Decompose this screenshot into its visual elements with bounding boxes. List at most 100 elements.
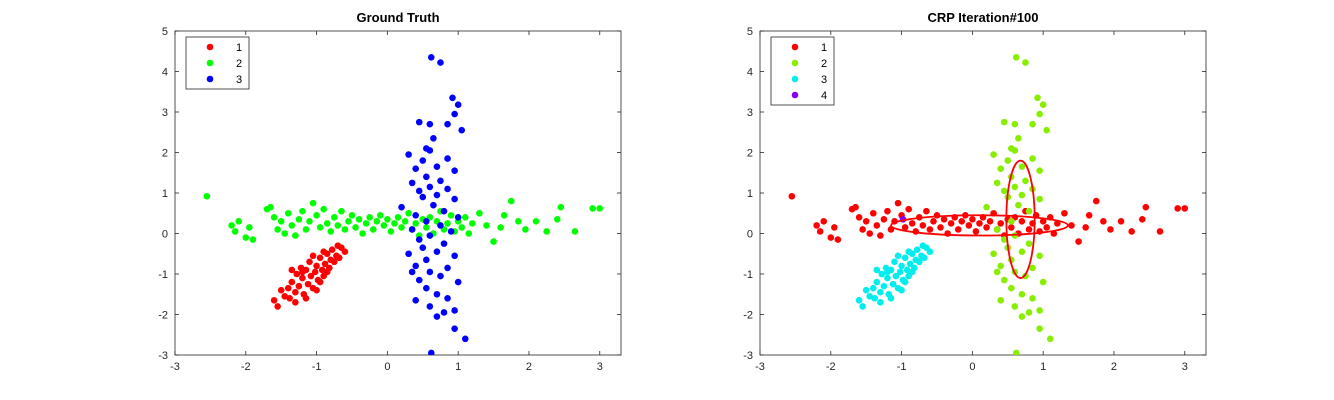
data-point-series-2 [1011, 147, 1019, 154]
data-point-series-3 [906, 260, 914, 268]
data-point-series-3 [398, 203, 405, 211]
x-tick-label: 1 [1040, 361, 1046, 373]
data-point-series-1 [852, 203, 859, 211]
data-point-series-3 [437, 272, 444, 280]
data-point-series-1 [1092, 197, 1100, 205]
data-point-series-1 [834, 236, 842, 243]
data-point-series-3 [451, 307, 458, 314]
data-point-series-3 [444, 120, 451, 128]
data-point-series-2 [1029, 120, 1036, 128]
data-point-series-2 [1025, 207, 1033, 215]
data-point-series-2 [412, 220, 419, 227]
data-point-series-1 [972, 228, 980, 235]
data-point-series-2 [997, 165, 1004, 172]
chart-ground-truth: Ground Truth -3 -2 -1 0 1 2 3 -3 -2 -1 0 1 2 3 4 5 1 2 3 [158, 10, 622, 373]
data-point-series-1 [311, 268, 319, 276]
data-point-series-3 [896, 268, 904, 276]
data-point-series-3 [908, 268, 916, 276]
data-point-series-2 [341, 226, 349, 233]
data-point-series-3 [871, 295, 878, 302]
data-point-series-1 [328, 246, 336, 253]
x-tick-label: 2 [1111, 361, 1117, 373]
data-point-series-1 [274, 303, 281, 310]
data-point-series-2 [983, 203, 990, 211]
data-point-series-1 [954, 226, 962, 233]
data-point-series-1 [277, 286, 285, 294]
data-point-series-1 [281, 292, 289, 300]
data-point-series-3 [430, 135, 437, 142]
data-point-series-2 [1018, 163, 1026, 170]
data-point-series-2 [387, 228, 395, 235]
data-point-series-2 [1018, 313, 1026, 320]
data-point-series-1 [316, 278, 324, 286]
data-point-series-1 [1025, 226, 1033, 233]
data-point-series-1 [288, 278, 296, 286]
data-point-series-1 [288, 266, 296, 274]
data-point-series-3 [877, 288, 884, 296]
data-point-series-3 [423, 284, 430, 292]
data-point-series-3 [891, 258, 898, 266]
data-point-series-3 [898, 286, 905, 294]
x-tick-label: -3 [170, 361, 180, 373]
data-point-series-3 [458, 126, 466, 134]
data-point-series-3 [451, 167, 458, 175]
data-point-series-3 [869, 284, 877, 292]
data-point-series-3 [437, 177, 444, 185]
data-point-series-2 [330, 214, 338, 221]
data-point-series-2 [543, 228, 550, 235]
data-point-series-3 [408, 179, 416, 187]
x-tick-label: 1 [455, 361, 461, 373]
data-point-series-2 [369, 226, 377, 233]
data-point-series-2 [476, 209, 483, 217]
data-point-series-3 [926, 248, 934, 256]
data-point-series-3 [892, 272, 900, 280]
data-point-series-2 [309, 199, 317, 207]
data-point-series-2 [1036, 307, 1043, 314]
data-point-series-3 [437, 59, 444, 66]
data-point-series-2 [1000, 118, 1008, 126]
data-point-series-2 [997, 262, 1004, 270]
legend-marker [206, 43, 214, 51]
data-point-series-3 [426, 120, 434, 128]
data-point-series-1 [827, 234, 835, 241]
y-tick-label: 0 [747, 229, 753, 241]
x-tick-label: -3 [755, 361, 765, 373]
data-point-series-1 [1075, 238, 1082, 245]
data-point-series-1 [940, 216, 948, 223]
data-point-series-2 [313, 211, 320, 219]
legend-marker [791, 59, 799, 67]
data-point-series-1 [295, 282, 303, 290]
data-point-series-3 [859, 303, 866, 310]
data-point-series-2 [993, 179, 1001, 187]
data-point-series-2 [490, 238, 497, 245]
data-point-series-2 [1036, 167, 1043, 175]
legend-entry: 1 [236, 42, 242, 54]
data-point-series-2 [458, 224, 466, 231]
data-point-series-3 [415, 276, 423, 284]
data-point-series-2 [384, 216, 391, 223]
legend-marker [206, 59, 214, 67]
data-point-series-2 [235, 218, 243, 225]
data-point-series-1 [309, 252, 317, 260]
y-tick-label: -3 [158, 350, 168, 362]
data-point-series-1 [330, 258, 338, 266]
data-point-series-2 [1025, 240, 1033, 247]
data-point-series-1 [859, 226, 866, 233]
data-point-series-2 [1012, 349, 1020, 355]
data-point-series-1 [930, 218, 937, 225]
y-tick-label: 1 [162, 188, 168, 200]
data-point-series-1 [1174, 205, 1181, 212]
data-point-series-3 [405, 151, 412, 158]
y-tick-label: 5 [162, 26, 168, 38]
data-point-series-2 [990, 250, 997, 258]
data-point-series-3 [412, 165, 419, 172]
data-point-series-2 [1029, 295, 1036, 302]
data-point-series-2 [302, 226, 310, 233]
data-point-series-3 [440, 309, 448, 316]
data-point-series-3 [880, 282, 888, 290]
data-point-series-3 [887, 295, 895, 302]
data-point-series-3 [444, 155, 451, 162]
cluster-ellipse [890, 214, 1069, 237]
data-point-series-3 [447, 228, 455, 235]
